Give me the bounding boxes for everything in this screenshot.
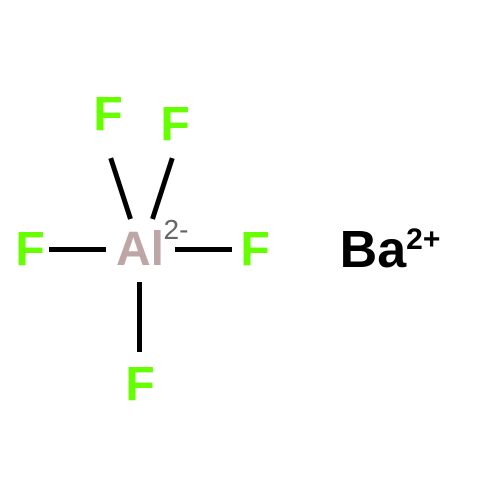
f-left-label: F bbox=[15, 223, 44, 276]
bond-al-f-top2 bbox=[150, 157, 175, 219]
f-top1-label: F bbox=[93, 88, 122, 141]
atom-aluminium: Al bbox=[116, 226, 164, 274]
atom-fluorine-top2: F bbox=[160, 101, 189, 149]
atom-fluorine-bottom: F bbox=[125, 361, 154, 409]
atom-barium-label: Ba bbox=[340, 221, 406, 279]
atom-barium: Ba2+ bbox=[340, 224, 441, 276]
al-charge-text: 2- bbox=[164, 214, 189, 245]
atom-aluminium-label: Al bbox=[116, 223, 164, 276]
atom-fluorine-left: F bbox=[15, 226, 44, 274]
bond-al-f-bottom bbox=[137, 282, 142, 352]
atom-fluorine-top1: F bbox=[93, 91, 122, 139]
atom-aluminium-charge: 2- bbox=[164, 214, 189, 246]
structure-canvas: Al 2- F F F F F Ba2+ bbox=[0, 0, 500, 500]
atom-fluorine-right: F bbox=[240, 226, 269, 274]
atom-barium-charge: 2+ bbox=[406, 223, 440, 256]
f-right-label: F bbox=[240, 223, 269, 276]
bond-al-f-top1 bbox=[108, 157, 133, 219]
f-bottom-label: F bbox=[125, 358, 154, 411]
bond-al-f-right bbox=[175, 247, 232, 252]
bond-al-f-left bbox=[49, 247, 106, 252]
f-top2-label: F bbox=[160, 98, 189, 151]
